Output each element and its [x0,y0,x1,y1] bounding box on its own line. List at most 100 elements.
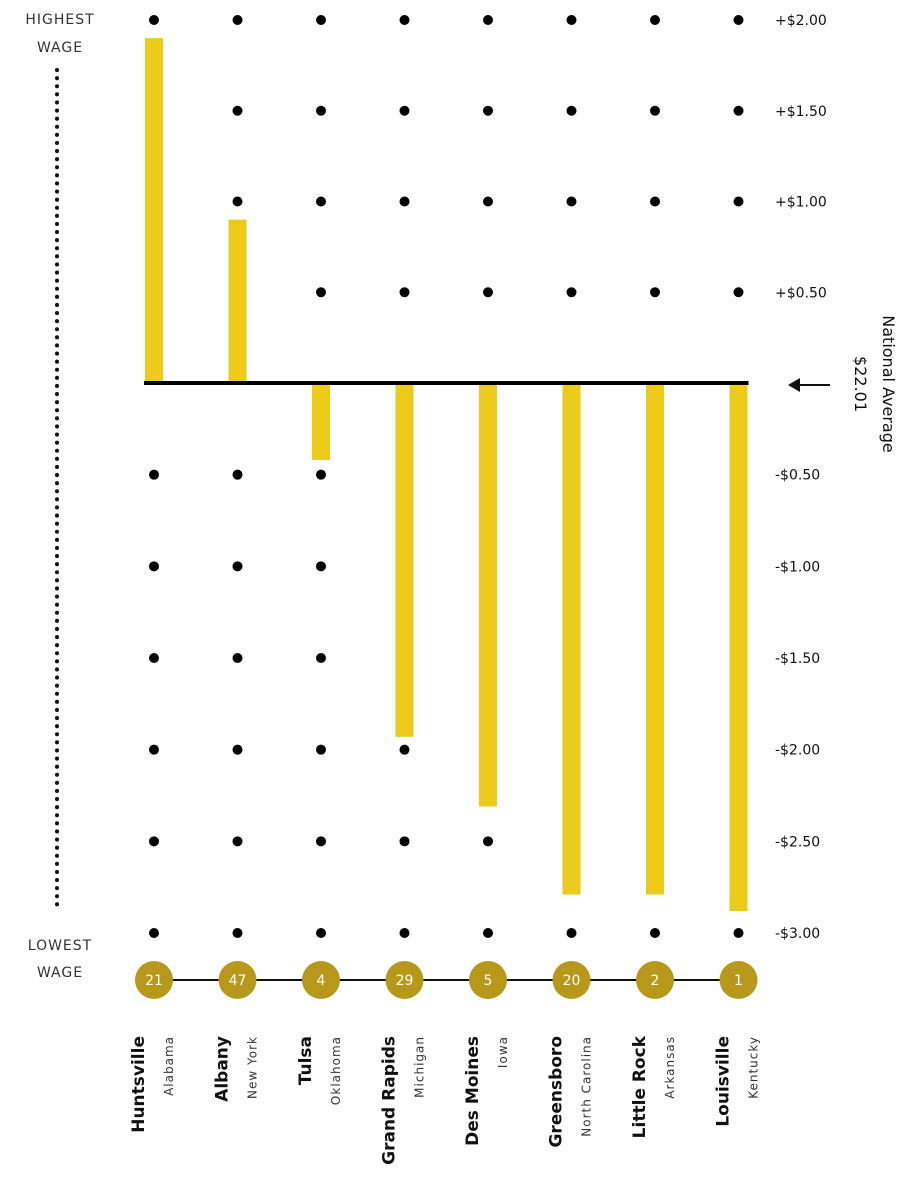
rank-number: 20 [563,973,581,989]
grid-dot [399,928,410,938]
grid-dot [232,15,243,25]
grid-dot [399,15,410,25]
grid-dot [733,105,744,116]
grid-dot [316,653,326,663]
top-label-line1: HIGHEST [25,12,94,28]
grid-dot [316,469,326,480]
rank-circle [218,961,257,999]
grid-dot [650,15,660,25]
grid-dot [399,744,410,755]
grid-dot [566,105,577,116]
bar-greensboro [562,383,581,895]
rank-circle [719,961,758,999]
rank-number: 1 [734,973,743,989]
rank-number: 4 [317,973,326,989]
grid-dot [316,561,326,572]
grid-dot [232,928,243,938]
city-labels: Huntsville Alabama Albany New York Tulsa Okla… [129,1035,761,1165]
y-tick-label: -$1.50 [775,651,820,667]
y-axis-ticks: +$2.00 +$1.50 +$1.00 +$0.50 -$0.50 -$1.00 -$1.… [775,13,827,942]
grid-dot [650,105,660,116]
national-average-title: National Average [879,315,898,452]
grid-dot [399,287,410,298]
grid-dot [232,653,243,663]
bar-little-rock [646,383,664,895]
bar-grand-rapids [395,383,414,737]
grid-dot [149,744,159,755]
grid-dot [650,928,660,938]
y-tick-label: -$0.50 [775,468,820,484]
grid-dot [566,928,577,938]
rank-circle [552,961,591,999]
grid-dot [399,836,410,847]
grid-dot [149,561,159,572]
bottom-label-line1: LOWEST [28,938,92,954]
city-name: Louisville [714,1036,734,1127]
y-tick-label: +$1.50 [775,104,827,120]
grid-dot [483,836,493,847]
national-average-label: National Average $22.01 [788,315,898,453]
city-name: Des Moines [463,1036,483,1146]
grid-dot [316,15,326,25]
y-tick-label: +$2.00 [775,13,827,29]
grid-dot [149,928,159,938]
bottom-label-line2: WAGE [37,965,83,981]
grid-dot [483,287,493,298]
grid-dot [483,928,493,938]
bars [145,38,748,911]
state-name: Michigan [413,1036,427,1098]
grid-dot [316,287,326,298]
grid-dot [316,836,326,847]
rank-circle [469,961,507,999]
rank-number: 21 [145,973,163,989]
city-name: Greensboro [547,1036,567,1148]
y-tick-label: +$1.00 [775,195,827,211]
state-name: Kentucky [747,1036,761,1099]
rank-number: 5 [484,973,493,989]
state-name: Oklahoma [329,1036,343,1105]
city-name: Huntsville [129,1036,149,1133]
rank-row: 21 47 4 29 5 20 2 1 [135,961,758,999]
grid-dot [316,105,326,116]
grid-dot [316,744,326,755]
bar-louisville [729,383,748,911]
state-name: North Carolina [580,1036,594,1137]
city-name: Albany [213,1036,233,1102]
grid-dot [149,469,159,480]
grid-dot [316,928,326,938]
grid-dot [399,105,410,116]
state-name: New York [246,1036,260,1099]
grid-dot [566,287,577,298]
grid-dot [733,196,744,207]
y-tick-label: -$3.00 [775,926,820,942]
y-tick-label: -$1.00 [775,559,820,575]
bar-des-moines [479,383,497,807]
grid-dot [483,15,493,25]
grid-dot [733,15,744,25]
grid-dot [232,561,243,572]
bar-tulsa [312,383,330,460]
city-name: Tulsa [296,1036,316,1085]
state-name: Iowa [496,1036,510,1068]
rank-circle [636,961,674,999]
city-name: Grand Rapids [380,1036,400,1165]
grid-dot [399,196,410,207]
grid-dot [733,287,744,298]
grid-dot [232,105,243,116]
grid-dot [232,744,243,755]
grid-dot [733,928,744,938]
grid-dot [483,196,493,207]
grid-dots [149,15,744,938]
state-name: Arkansas [663,1036,677,1099]
rank-number: 47 [229,973,247,989]
bar-albany [228,219,247,383]
national-average-value: $22.01 [851,356,870,412]
grid-dot [316,196,326,207]
grid-dot [483,105,493,116]
grid-dot [566,15,577,25]
rank-number: 29 [396,973,414,989]
side-labels: HIGHEST WAGE LOWEST WAGE [25,12,94,981]
arrow-icon [788,378,800,392]
rank-circle [135,961,173,999]
